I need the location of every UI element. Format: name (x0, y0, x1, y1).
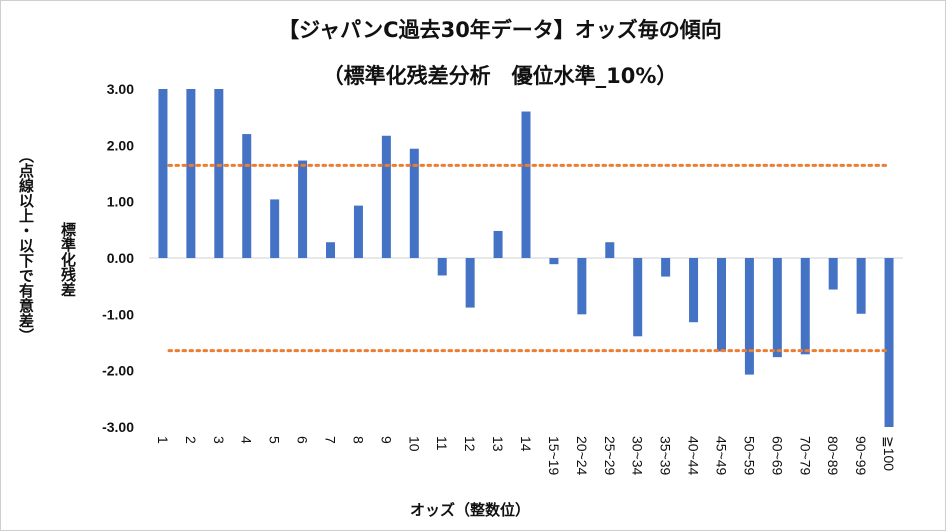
y-axis-label: 標準化残差 (59, 222, 77, 297)
x-axis-label: オッズ（整数位） (409, 501, 530, 519)
x-tick-label: 12 (462, 436, 478, 452)
x-tick-label: 20~24 (574, 436, 590, 476)
y-tick-label: 2.00 (107, 137, 134, 153)
x-tick-label: 11 (434, 436, 450, 451)
bar (661, 258, 671, 277)
bar (493, 230, 503, 258)
chart-subtitle: （標準化残差分析 優位水準_10%） (322, 64, 678, 88)
bar (689, 258, 699, 323)
bar (186, 89, 196, 258)
bar (409, 148, 419, 258)
y-tick-label: 1.00 (107, 194, 134, 210)
y-tick-label: 0.00 (107, 250, 134, 266)
x-tick-label: 30~34 (630, 436, 646, 476)
bar (465, 258, 475, 308)
x-tick-label: 80~89 (825, 436, 841, 476)
bar (158, 89, 168, 258)
y-axis-note: （点線以上・以下で有意差） (17, 148, 35, 343)
bar (326, 242, 336, 258)
x-tick-label: 45~49 (713, 436, 729, 476)
bar (800, 258, 810, 355)
x-tick-label: 3 (211, 436, 227, 444)
x-tick-label: 50~59 (741, 436, 757, 476)
bar (577, 258, 587, 315)
x-tick-label: 15~19 (546, 436, 562, 476)
x-tick-label: ≧100 (881, 436, 897, 471)
bar (549, 258, 559, 265)
x-tick-label: 60~69 (769, 436, 785, 476)
bar (242, 134, 252, 258)
x-tick-label: 35~39 (658, 436, 674, 476)
bar (270, 199, 280, 258)
x-tick-label: 10 (406, 436, 422, 452)
bar (772, 258, 782, 358)
bar (633, 258, 643, 337)
bar (744, 258, 754, 375)
bar (856, 258, 866, 314)
x-tick-label: 2 (183, 436, 199, 444)
x-tick-label: 7 (323, 436, 339, 444)
y-tick-label: -3.00 (102, 419, 134, 435)
x-tick-label: 14 (518, 436, 534, 452)
bar (884, 258, 894, 427)
bar (381, 135, 391, 258)
bar (521, 111, 531, 259)
x-tick-label: 5 (267, 436, 283, 444)
x-tick-label: 1 (155, 436, 171, 444)
bar (214, 89, 224, 258)
chart-title: 【ジャパンC過去30年データ】オッズ毎の傾向 (278, 18, 722, 42)
x-tick-label: 9 (378, 436, 394, 444)
x-tick-label: 13 (490, 436, 506, 452)
bar (716, 258, 726, 352)
bar (437, 258, 447, 276)
bar (298, 160, 308, 258)
x-tick-label: 6 (295, 436, 311, 444)
x-tick-label: 4 (239, 436, 255, 444)
y-tick-label: -1.00 (102, 306, 134, 322)
y-tick-label: -2.00 (102, 363, 134, 379)
y-tick-label: 3.00 (107, 81, 134, 97)
bar (605, 242, 615, 258)
bar (353, 205, 363, 258)
bar (828, 258, 838, 290)
x-tick-label: 25~29 (602, 436, 618, 476)
x-tick-label: 8 (350, 436, 366, 444)
x-tick-label: 40~44 (686, 436, 702, 476)
x-tick-label: 70~79 (797, 436, 813, 476)
x-tick-label: 90~99 (853, 436, 869, 476)
